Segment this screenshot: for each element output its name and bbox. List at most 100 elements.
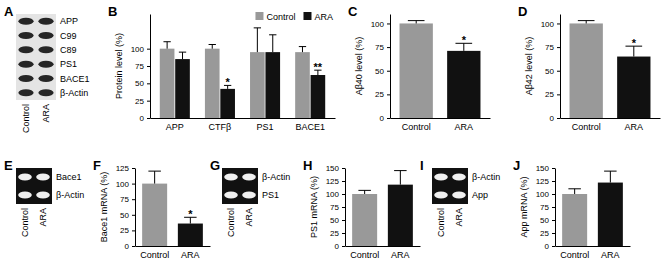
y-tick-label: 50 (120, 211, 129, 220)
lane-label: ARA (38, 208, 48, 227)
error-bar (408, 21, 425, 24)
x-tick-label: ARA (391, 250, 410, 260)
y-tick: 125 (326, 177, 345, 186)
y-tick-label: 50 (540, 216, 549, 225)
error-bar (209, 45, 216, 49)
panel-letter: I (420, 158, 424, 173)
y-tick-label: 0 (335, 242, 340, 251)
y-tick: 25 (120, 226, 135, 235)
x-axis-line (556, 246, 631, 247)
y-tick-label: 50 (545, 67, 554, 76)
blot-band (18, 32, 33, 39)
significance-label: ** (314, 61, 323, 73)
blot-band (242, 192, 256, 199)
y-axis-line (135, 169, 136, 247)
y-tick-mark (147, 66, 150, 67)
y-tick-mark (342, 168, 345, 169)
y-tick-mark (387, 47, 390, 48)
error-bar (179, 52, 186, 59)
band-label: APP (60, 16, 78, 26)
x-tick-label: BACE1 (295, 122, 325, 132)
bar (352, 194, 377, 246)
y-tick-label: 25 (545, 90, 554, 99)
western-blot: APPC99C89PS1BACE1β-ActinControlARAA (4, 4, 90, 133)
x-axis-line (346, 246, 421, 247)
blot-band (38, 32, 53, 39)
x-tick: ARA (625, 118, 644, 132)
y-tick-mark (552, 233, 555, 234)
blot-band (36, 192, 50, 199)
error-bar-stem (272, 35, 273, 52)
error-bar-cap (408, 20, 425, 21)
y-tick-mark (387, 71, 390, 72)
blot-band (224, 192, 238, 199)
bar-chart: ***0255075100APPCTFβPS1BACE1Protein leve… (108, 4, 336, 132)
blot-band (38, 75, 53, 82)
x-tick-label: PS1 (257, 122, 274, 132)
y-tick-label: 25 (330, 229, 339, 238)
legend-label: ARA (314, 12, 333, 22)
x-tick-label: APP (166, 122, 184, 132)
x-axis: ControlARA (556, 246, 631, 260)
x-tick: Control (350, 246, 379, 260)
y-tick: 100 (116, 180, 135, 189)
error-bar-stem (364, 190, 365, 194)
blot-background (432, 168, 468, 204)
y-tick: 0 (545, 242, 555, 251)
lane-label: Control (436, 208, 446, 237)
blot-band (434, 174, 448, 181)
bar (142, 184, 167, 246)
error-bar (269, 35, 276, 52)
y-tick-label: 75 (120, 195, 129, 204)
error-bar-stem (257, 28, 258, 52)
y-tick: 25 (545, 90, 560, 99)
y-tick: 0 (140, 114, 150, 123)
error-bar (394, 171, 407, 185)
gel-image: β-ActinPS1ControlARAG (210, 158, 290, 237)
x-tick: ARA (455, 118, 474, 132)
y-axis-title: PS1 mRNA (%) (309, 176, 319, 238)
blot-band (38, 46, 53, 53)
y-tick: 150 (536, 164, 555, 173)
y-tick-mark (557, 23, 560, 24)
x-tick-label: ARA (181, 250, 200, 260)
gel-image: β-ActinAppControlARAI (420, 158, 500, 237)
y-axis: 0255075100125 (116, 164, 136, 251)
y-tick-label: 100 (131, 45, 145, 54)
x-axis-line (391, 118, 491, 119)
bar (388, 185, 413, 246)
y-tick-mark (557, 118, 560, 119)
x-axis: APPCTFβPS1BACE1 (151, 118, 336, 132)
y-tick-mark (557, 47, 560, 48)
blot-band (224, 174, 238, 181)
band-label: PS1 (262, 190, 279, 200)
panel-letter: J (513, 158, 520, 173)
x-tick: Control (402, 118, 431, 132)
blot-band (18, 89, 33, 96)
plot-marks (400, 21, 481, 118)
y-axis-title: Aβ42 level (%) (524, 37, 534, 96)
y-tick-mark (132, 230, 135, 231)
blot-band (18, 18, 33, 25)
y-axis-title: Bace1 mRNA (%) (99, 172, 109, 243)
bar-chart: 0255075100125150ControlARAApp mRNA (%)J (513, 158, 631, 260)
legend-swatch (303, 12, 311, 20)
error-bar (299, 47, 306, 53)
error-bar-cap (568, 188, 581, 189)
bar (311, 75, 326, 118)
x-axis: ControlARA (561, 118, 661, 132)
significance-label: * (462, 34, 467, 46)
error-bar-cap (179, 52, 186, 53)
bar (570, 23, 603, 118)
bar (617, 57, 650, 118)
y-tick: 25 (375, 90, 390, 99)
y-tick: 50 (135, 79, 150, 88)
blot-band (18, 61, 33, 68)
y-tick: 75 (375, 43, 390, 52)
x-axis: Control ARA (391, 118, 491, 132)
y-tick-mark (552, 246, 555, 247)
y-tick: 0 (550, 114, 560, 123)
y-tick-mark (132, 184, 135, 185)
legend-label: Control (266, 12, 295, 22)
y-tick-label: 150 (326, 164, 340, 173)
